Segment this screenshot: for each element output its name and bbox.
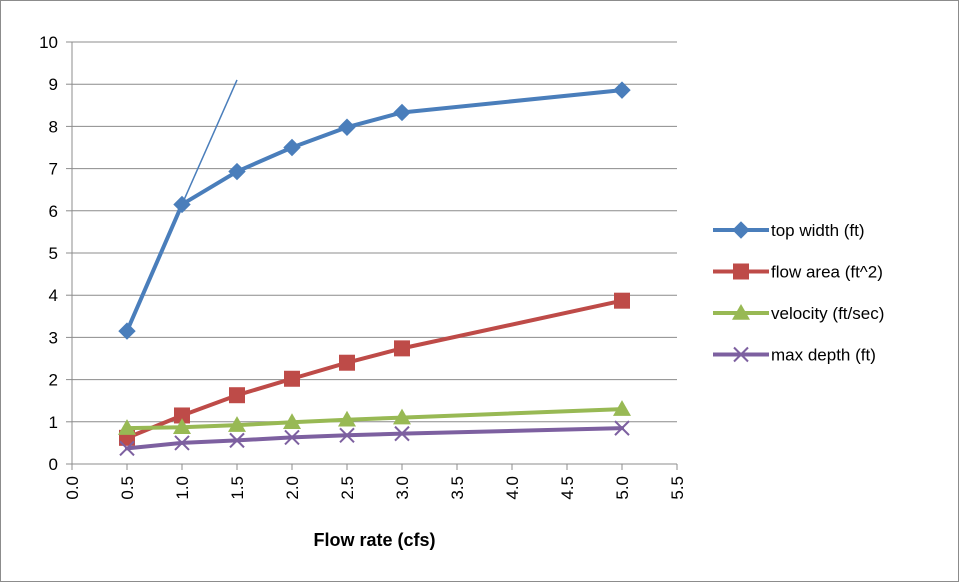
- data-point-velocity-ft-sec: [613, 400, 631, 416]
- y-tick-label: 1: [49, 413, 58, 432]
- annotation-line: [181, 79, 238, 205]
- x-tick-label: 4.5: [558, 476, 577, 500]
- x-tick-label: 1.5: [228, 476, 247, 500]
- y-tick-label: 8: [49, 117, 58, 136]
- data-point-max-depth-ft-stroke: [284, 429, 300, 446]
- data-point-top-width-ft: [173, 195, 191, 214]
- data-point-max-depth-ft-stroke: [394, 425, 410, 442]
- data-point-velocity-ft-sec: [173, 418, 191, 435]
- x-tick-label: 2.0: [283, 476, 302, 500]
- data-point-velocity-ft-sec: [338, 410, 356, 427]
- series: [118, 81, 631, 457]
- x-axis-ticks: 0.0 0.5 1.0 1.5 2.0 2.5 3.0 3.5 4.0 4.5 5.0 5.5: [63, 476, 687, 500]
- data-point-max-depth-ft-stroke: [614, 420, 630, 436]
- y-tick-label: 3: [49, 328, 58, 347]
- x-tick-label: 4.0: [503, 476, 522, 500]
- y-tick-label: 10: [39, 33, 58, 52]
- legend: top width (ft) flow area (ft^2) velocity (…: [713, 221, 884, 365]
- y-axis-ticks: 0 1 2 3 4 5 6 7 8 9 10: [39, 33, 58, 474]
- data-point-velocity-ft-sec: [393, 408, 411, 425]
- data-point-velocity-ft-sec: [228, 416, 246, 432]
- legend-label-velocity-ft-sec: velocity (ft/sec): [771, 304, 884, 323]
- data-point-max-depth-ft: [394, 425, 410, 442]
- data-point-max-depth-ft-stroke: [339, 427, 355, 444]
- legend-marker-velocity-ft-sec: [732, 304, 750, 320]
- legend-marker-max-depth-ft-stroke: [733, 346, 749, 363]
- y-tick-label: 5: [49, 244, 58, 263]
- data-point-top-width-ft: [283, 138, 301, 157]
- legend-label-max-depth-ft: max depth (ft): [771, 346, 876, 365]
- data-point-top-width-ft: [228, 162, 246, 181]
- data-point-max-depth-ft-stroke: [229, 432, 245, 449]
- x-tick-label: 5.0: [613, 476, 632, 500]
- x-tick-label: 0.5: [118, 476, 137, 500]
- data-point-top-width-ft: [338, 118, 356, 136]
- legend-label-flow-area-ft-2: flow area (ft^2): [771, 263, 883, 282]
- data-point-max-depth-ft: [284, 429, 300, 446]
- series-line-velocity-ft-sec: [125, 407, 624, 431]
- data-point-max-depth-ft-stroke: [174, 435, 190, 451]
- gridlines: [72, 41, 677, 423]
- data-point-top-width-ft: [393, 103, 411, 122]
- data-point-max-depth-ft: [174, 435, 190, 451]
- x-tick-label: 5.5: [668, 476, 687, 500]
- y-tick-label: 2: [49, 371, 58, 390]
- data-point-velocity-ft-sec: [118, 419, 136, 435]
- data-point-top-width-ft: [118, 322, 136, 340]
- data-point-max-depth-ft: [614, 420, 630, 436]
- x-tick-label: 2.5: [338, 476, 357, 500]
- data-point-flow-area-ft-2: [394, 340, 410, 357]
- data-point-flow-area-ft-2: [339, 354, 355, 371]
- axes: [66, 41, 678, 470]
- legend-marker-flow-area-ft-2: [733, 263, 749, 280]
- y-tick-label: 9: [49, 75, 58, 94]
- data-point-max-depth-ft: [229, 432, 245, 449]
- data-point-flow-area-ft-2: [174, 407, 190, 424]
- y-tick-label: 6: [49, 202, 58, 221]
- data-point-max-depth-ft-stroke: [119, 440, 135, 457]
- y-tick-label: 0: [49, 455, 58, 474]
- y-tick-label: 4: [49, 286, 58, 305]
- data-point-flow-area-ft-2: [614, 292, 630, 309]
- x-tick-label: 1.0: [173, 476, 192, 500]
- data-point-velocity-ft-sec: [283, 413, 301, 429]
- y-tick-label: 7: [49, 160, 58, 179]
- series-line-max-depth-ft: [125, 426, 624, 451]
- x-axis-title: Flow rate (cfs): [313, 530, 435, 550]
- x-tick-label: 0.0: [63, 476, 82, 500]
- data-point-flow-area-ft-2: [284, 370, 300, 387]
- data-point-top-width-ft: [613, 81, 631, 99]
- data-point-flow-area-ft-2: [229, 387, 245, 404]
- legend-marker-top-width-ft: [732, 221, 750, 239]
- x-tick-label: 3.0: [393, 476, 412, 500]
- x-tick-label: 3.5: [448, 476, 467, 500]
- legend-label-top-width-ft: top width (ft): [771, 221, 865, 240]
- data-point-max-depth-ft: [339, 427, 355, 444]
- legend-marker-max-depth-ft: [733, 346, 749, 363]
- annotations: [181, 79, 238, 205]
- data-point-max-depth-ft: [119, 440, 135, 457]
